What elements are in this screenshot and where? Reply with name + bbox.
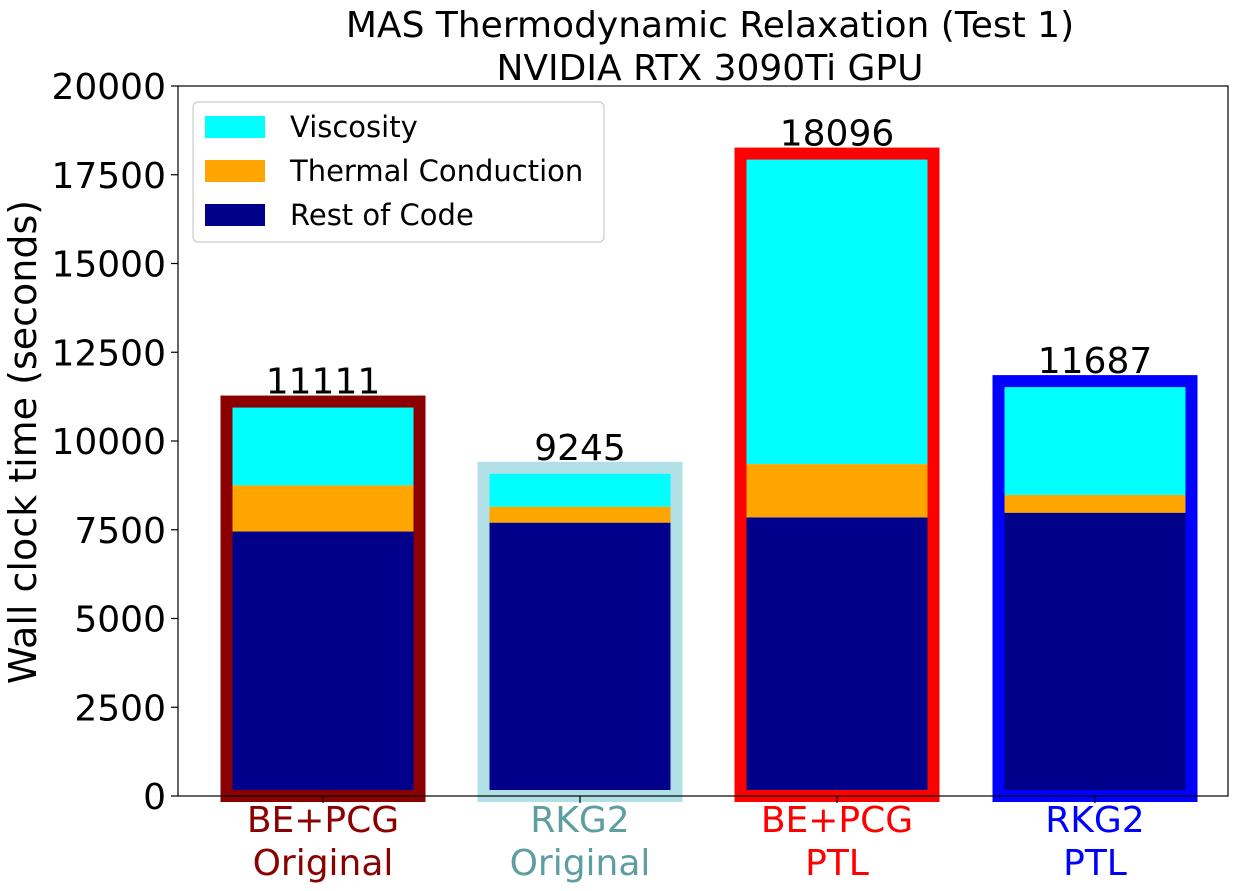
- y-tick-label: 2500: [74, 688, 166, 729]
- bar-segment-rest-of-code: [998, 512, 1192, 796]
- bar-segment-viscosity: [483, 467, 677, 507]
- legend-label: Viscosity: [290, 110, 418, 144]
- legend-label: Thermal Conduction: [289, 154, 583, 188]
- bars-layer: [226, 153, 1192, 796]
- bar-segment-thermal-conduction: [483, 506, 677, 523]
- y-tick-label: 0: [143, 777, 166, 818]
- bar-total-label: 9245: [534, 428, 626, 469]
- bar-segment-viscosity: [998, 381, 1192, 495]
- bar-segment-rest-of-code: [226, 531, 420, 796]
- legend-box: [192, 101, 605, 243]
- y-axis-label: Wall clock time (seconds): [1, 200, 45, 684]
- y-tick-label: 7500: [74, 511, 166, 552]
- x-tick-label-line1: BE+PCG: [761, 800, 913, 841]
- y-tick-label: 17500: [51, 156, 166, 197]
- bar-segment-thermal-conduction: [740, 464, 934, 518]
- x-tick-label-line1: BE+PCG: [247, 800, 399, 841]
- bar-total-label: 11687: [1038, 341, 1153, 382]
- bar-segment-rest-of-code: [740, 517, 934, 796]
- bar-segment-thermal-conduction: [998, 494, 1192, 513]
- bar-segment-viscosity: [226, 401, 420, 486]
- y-axis-ticks: 0 2500 5000 7500 10000 12500 15000 17500 20000: [51, 67, 178, 818]
- x-axis-ticks: BE+PCGOriginalRKG2OriginalBE+PCGPTLRKG2P…: [247, 796, 1145, 884]
- bar-total-label: 11111: [266, 362, 381, 403]
- legend-items: Viscosity Thermal Conduction Rest of Code: [205, 110, 583, 232]
- legend: Viscosity Thermal Conduction Rest of Code: [192, 101, 605, 243]
- x-tick-label-line1: RKG2: [1045, 800, 1144, 841]
- legend-swatch: [205, 160, 265, 182]
- bar-segment-rest-of-code: [483, 522, 677, 796]
- y-tick-label: 20000: [51, 67, 166, 108]
- chart-title: MAS Thermodynamic Relaxation (Test 1): [346, 5, 1074, 46]
- bar-total-label: 18096: [780, 114, 895, 155]
- legend-label: Rest of Code: [290, 198, 474, 232]
- y-tick-label: 5000: [74, 600, 166, 641]
- y-tick-label: 15000: [51, 245, 166, 286]
- legend-swatch: [205, 204, 265, 226]
- x-tick-label-line2: PTL: [1063, 843, 1127, 884]
- bar-total-labels: 11111 9245 18096 11687: [266, 114, 1153, 469]
- y-tick-label: 12500: [51, 333, 166, 374]
- legend-swatch: [205, 116, 265, 138]
- x-tick-label-line1: RKG2: [530, 800, 629, 841]
- x-tick-label-line2: Original: [510, 843, 651, 884]
- x-tick-label-line2: Original: [253, 843, 394, 884]
- bar-segment-thermal-conduction: [226, 485, 420, 532]
- chart-subtitle: NVIDIA RTX 3090Ti GPU: [497, 48, 924, 89]
- x-tick-label-line2: PTL: [805, 843, 869, 884]
- y-tick-label: 10000: [51, 422, 166, 463]
- bar-segment-viscosity: [740, 153, 934, 465]
